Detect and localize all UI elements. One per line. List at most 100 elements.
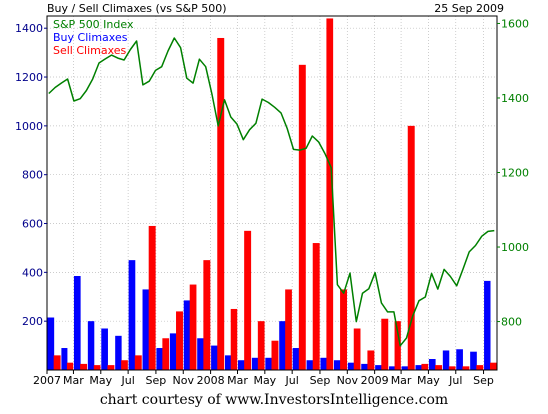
sell-climax-bar	[230, 308, 238, 370]
x-tick-label: Jul	[448, 374, 462, 387]
sell-climax-bar	[107, 365, 115, 370]
sell-climax-bar	[312, 243, 320, 370]
x-tick-label: Sep	[146, 374, 167, 387]
buy-climax-bar	[442, 350, 450, 370]
chart-title: Buy / Sell Climaxes (vs S&P 500)	[47, 2, 227, 15]
sell-climax-bar	[285, 289, 292, 370]
legend-item: Sell Climaxes	[53, 44, 127, 57]
sell-climax-bar	[189, 284, 197, 370]
sell-climax-bar	[176, 311, 183, 370]
buy-climax-bar	[415, 365, 422, 370]
y-left-tick-label: 1200	[15, 71, 43, 84]
sell-climax-bar	[394, 321, 401, 370]
buy-climax-bar	[169, 333, 177, 370]
sell-climax-bar	[298, 64, 306, 371]
x-tick-label: Sep	[473, 374, 494, 387]
x-tick-label: Jul	[120, 374, 134, 387]
sell-climax-bar	[353, 328, 361, 370]
buy-climax-bar	[197, 338, 204, 370]
buy-climax-bar	[320, 357, 327, 370]
buy-climax-bar	[279, 321, 286, 370]
x-tick-label: Nov	[337, 374, 359, 387]
buy-climax-bar	[115, 335, 122, 370]
chart-credit: chart courtesy of www.InvestorsIntellige…	[99, 392, 449, 408]
sell-climax-bar	[217, 37, 225, 370]
sell-climax-bar	[340, 289, 348, 370]
y-right-tick-label: 1200	[501, 167, 529, 180]
axis-labels: 2007 Mar May Jul Sep Nov 2008 Mar May Jul Sep Nov 20…	[15, 17, 529, 387]
buy-climax-bar	[401, 366, 409, 370]
sell-climax-bar	[407, 125, 415, 371]
y-right-tick-label: 1600	[501, 17, 529, 30]
grid-lines	[47, 16, 497, 370]
sell-climax-bar	[490, 362, 497, 370]
y-left-tick-label: 800	[22, 169, 43, 182]
buy-climax-bar	[484, 280, 491, 370]
x-tick-label: May	[253, 374, 276, 387]
buy-climax-bar	[375, 365, 382, 370]
buy-climax-bar	[470, 351, 477, 370]
buy-climax-bar	[211, 345, 218, 370]
buy-climax-bar	[237, 360, 245, 370]
chart-date: 25 Sep 2009	[434, 2, 504, 15]
sell-climax-bar	[326, 18, 334, 371]
buy-climax-bar	[389, 366, 396, 370]
sell-climax-bar	[448, 366, 456, 370]
sell-climax-bar	[53, 355, 61, 370]
y-left-tick-label: 1000	[15, 120, 43, 133]
sell-climax-bar	[421, 363, 429, 370]
buy-climax-bar	[87, 321, 95, 370]
buy-climax-bar	[156, 348, 163, 370]
sell-climax-bar	[93, 365, 101, 370]
x-tick-label: May	[417, 374, 440, 387]
sell-climax-bar	[244, 230, 252, 370]
x-tick-label: Mar	[391, 374, 412, 387]
buy-climax-bar	[361, 363, 368, 370]
x-tick-label: Mar	[63, 374, 84, 387]
x-tick-label: 2008	[197, 374, 225, 387]
buy-climax-bar	[101, 328, 108, 370]
legend-item: S&P 500 Index	[53, 18, 134, 31]
buy-climax-bar	[292, 348, 300, 370]
buy-climax-bar	[73, 276, 81, 370]
buy-climax-bar	[183, 300, 191, 370]
x-tick-label: Sep	[310, 374, 331, 387]
sell-climax-bar	[121, 360, 128, 370]
sp500-line-layer	[48, 37, 495, 347]
x-tick-label: Jul	[285, 374, 299, 387]
sell-climax-bar	[462, 366, 470, 370]
climax-bars	[47, 18, 497, 371]
y-right-tick-label: 1000	[501, 241, 529, 254]
sell-climax-bar	[162, 338, 170, 370]
sell-climax-bar	[134, 355, 142, 370]
sell-climax-bar	[257, 321, 265, 370]
y-left-tick-label: 1400	[15, 22, 43, 35]
y-left-tick-label: 400	[22, 266, 43, 279]
sell-climax-bar	[80, 363, 88, 370]
buy-climax-bar	[61, 348, 68, 370]
x-tick-label: Mar	[227, 374, 248, 387]
sell-climax-bar	[435, 365, 443, 370]
sell-climax-bar	[66, 362, 74, 370]
legend-item: Buy Climaxes	[53, 31, 128, 44]
buy-climax-bar	[224, 355, 232, 370]
buy-climax-bar	[251, 357, 259, 370]
plot-border	[46, 15, 498, 371]
y-left-tick-label: 600	[22, 218, 43, 231]
buy-climax-bar	[47, 317, 55, 370]
plot-frame	[46, 15, 498, 371]
buy-climax-bar	[128, 260, 136, 370]
y-left-tick-label: 200	[22, 315, 43, 328]
sell-climax-bar	[203, 260, 211, 370]
buy-climax-bar	[333, 360, 341, 370]
sell-climax-bar	[148, 225, 156, 370]
sell-climax-bar	[381, 318, 389, 370]
x-tick-label: Nov	[173, 374, 195, 387]
buy-climax-bar	[142, 289, 150, 370]
y-right-tick-label: 800	[501, 316, 522, 329]
sell-climax-bar	[476, 365, 484, 370]
x-tick-label: 2007	[33, 374, 61, 387]
sell-climax-bar	[367, 350, 375, 370]
